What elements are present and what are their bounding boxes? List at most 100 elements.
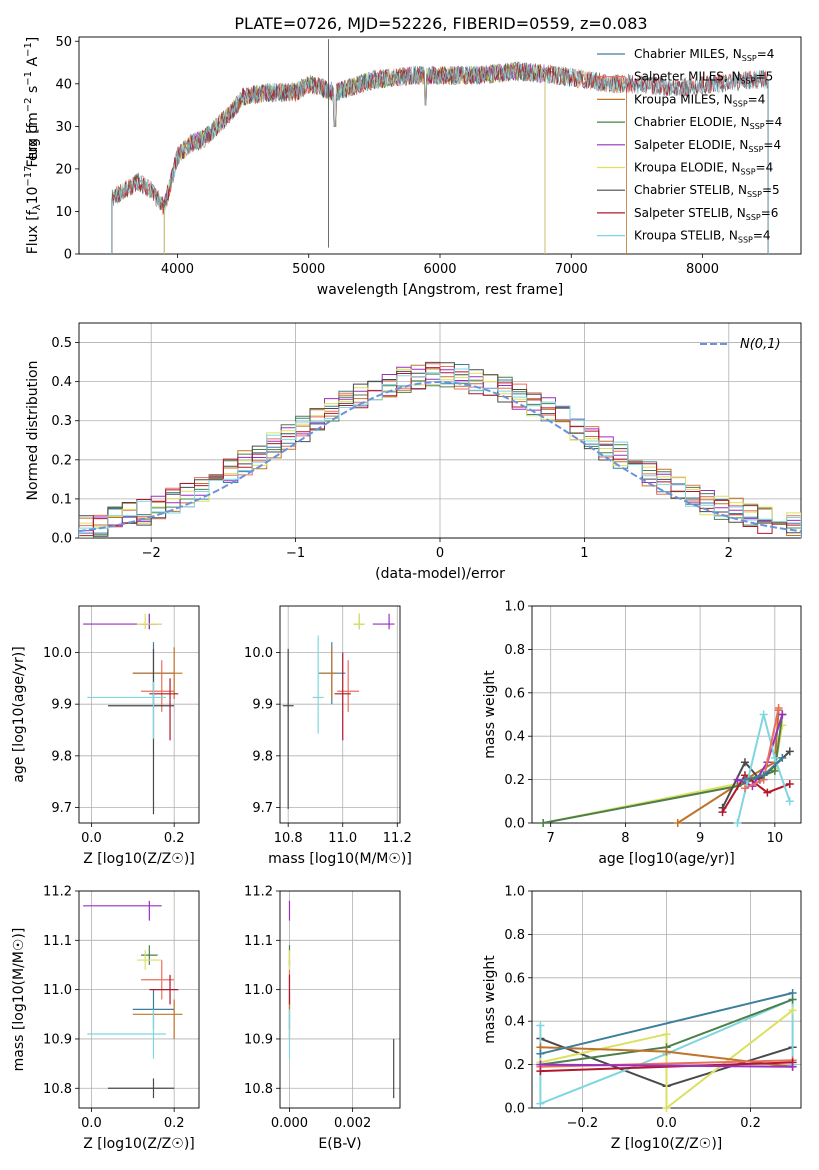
mass-weight-marker: [539, 819, 548, 827]
y-axis-label: Flux [f: [25, 122, 41, 167]
x-tick-label: 8: [621, 831, 629, 846]
x-tick-label: 11.0: [328, 831, 357, 846]
y-tick-label: 0.4: [51, 375, 72, 390]
y-tick-label: 0.2: [504, 773, 525, 788]
residuals-panel: −2 −1 0 1 2 0.0 0.1 0.2 0.3 0.4 0.5 (data-model)/er…: [25, 322, 802, 582]
legend-entry: Chabrier STELIB, NSSP=5: [634, 183, 780, 199]
y-tick-label: 11.0: [43, 983, 72, 998]
y-axis-label: mass [log10(M/M☉)]: [11, 928, 27, 1072]
mass-weight-line: [540, 992, 793, 1055]
mass-weight-marker: [733, 819, 742, 827]
x-tick-label: 0.000: [271, 1116, 308, 1131]
axes-frame: [531, 605, 802, 824]
legend-entry: Salpeter STELIB, NSSP=6: [634, 206, 778, 222]
y-axis-label: mass weight: [482, 670, 498, 759]
mass-weight-marker: [785, 797, 794, 806]
y-tick-label: 10.9: [244, 1032, 273, 1047]
legend-entry: Chabrier MILES, NSSP=4: [634, 47, 774, 63]
y-tick-label: 1.0: [504, 600, 525, 615]
axes-frame: [78, 36, 802, 255]
mass-weight-marker: [662, 1104, 671, 1112]
y-tick-label: 11.2: [244, 885, 273, 900]
x-axis-label: Z [log10(Z/Z☉)]: [83, 851, 195, 867]
mass-weight-marker: [788, 988, 797, 997]
y-tick-label: 50: [55, 35, 72, 50]
y-tick-label: 9.8: [252, 749, 273, 764]
x-tick-label: 8000: [686, 262, 719, 277]
y-axis-label: age [log10(age/yr)]: [11, 646, 27, 782]
x-tick-label: 0.002: [334, 1116, 371, 1131]
mass-weight-marker: [733, 775, 742, 784]
y-tick-label: 10.0: [43, 646, 72, 661]
x-tick-label: 4000: [161, 262, 194, 277]
axes-frame: [279, 890, 401, 1109]
y-tick-label: 0.6: [504, 971, 525, 986]
legend-entry: Salpeter ELODIE, NSSP=4: [634, 138, 781, 154]
mass-weight-marker: [778, 710, 787, 719]
y-tick-label: 9.9: [51, 698, 72, 713]
mass-weight-marker: [536, 1049, 545, 1058]
y-tick-label: 0.8: [504, 928, 525, 943]
y-axis-label: mass weight: [482, 955, 498, 1044]
y-tick-label: 0.4: [504, 730, 525, 745]
mass-weight-marker: [788, 1006, 797, 1015]
x-tick-label: −1: [286, 546, 305, 561]
y-tick-label: 0.8: [504, 643, 525, 658]
y-tick-label: 40: [55, 77, 72, 92]
y-tick-label: 11.0: [244, 983, 273, 998]
mass-weight-vs-metallicity-panel: −0.2 0.0 0.2 0.0 0.2 0.4 0.6 0.8 1.0 Z [log10(Z/Z…: [482, 885, 802, 1152]
x-tick-label: 10: [767, 831, 784, 846]
y-tick-label: 0.4: [504, 1015, 525, 1030]
spectrum-line: [111, 61, 769, 211]
mass-weight-marker: [662, 1047, 671, 1056]
y-tick-label: 1.0: [504, 885, 525, 900]
x-axis-label: (data-model)/error: [375, 566, 505, 582]
spectrum-panel: 4000 5000 6000 7000 8000 0 10 20 30 40 50 wavelengt…: [23, 35, 802, 298]
x-tick-label: 0: [436, 546, 444, 561]
mass-weight-marker: [774, 703, 783, 712]
mass-weight-line: [736, 714, 791, 823]
y-tick-label: 0.6: [504, 686, 525, 701]
y-tick-label: 9.8: [51, 749, 72, 764]
mass-weight-line: [677, 710, 780, 823]
axes-frame: [78, 322, 802, 539]
mass-weight-line: [543, 725, 784, 823]
mass-weight-marker: [673, 819, 682, 827]
x-tick-label: 0.0: [81, 831, 102, 846]
legend-entry: Salpeter MILES, NSSP=5: [634, 70, 773, 86]
y-tick-label: 10.9: [43, 1032, 72, 1047]
y-tick-label: 0.1: [51, 492, 72, 507]
x-axis-label: mass [log10(M/M☉)]: [268, 851, 412, 867]
y-tick-label: 30: [55, 120, 72, 135]
y-tick-label: 0.2: [504, 1058, 525, 1073]
age-vs-mass-panel: 10.8 11.0 11.2 9.7 9.8 9.9 10.0 mass [log10(M/M…: [244, 605, 412, 867]
y-tick-label: 9.7: [51, 801, 72, 816]
y-tick-label: 0.0: [51, 532, 72, 547]
x-axis-label: wavelength [Angstrom, rest frame]: [317, 282, 563, 298]
mass-weight-marker: [718, 808, 727, 817]
x-tick-label: 10.8: [274, 831, 303, 846]
mass-weight-marker: [778, 753, 787, 762]
x-tick-label: 0.0: [81, 1116, 102, 1131]
mass-weight-marker: [763, 788, 772, 797]
x-tick-label: 11.2: [383, 831, 412, 846]
x-tick-label: 5000: [292, 262, 325, 277]
normal-reference-curve: [78, 380, 802, 533]
mass-weight-marker: [785, 747, 794, 756]
axes-frame: [279, 605, 401, 824]
x-tick-label: 9: [696, 831, 704, 846]
y-tick-label: 10: [55, 205, 72, 220]
x-tick-label: 0.2: [164, 1116, 185, 1131]
x-tick-label: 0.2: [164, 831, 185, 846]
residual-histogram: [79, 368, 801, 538]
x-tick-label: −0.2: [567, 1116, 599, 1131]
y-tick-label: 0.0: [504, 817, 525, 832]
x-tick-label: 0.0: [656, 1116, 677, 1131]
x-axis-label: Z [log10(Z/Z☉)]: [83, 1136, 195, 1152]
mass-weight-marker: [536, 1021, 545, 1030]
mass-weight-marker: [788, 1062, 797, 1071]
mass-weight-line: [543, 714, 784, 823]
y-tick-label: 0.0: [504, 1102, 525, 1117]
y-tick-label: 10.8: [244, 1082, 273, 1097]
